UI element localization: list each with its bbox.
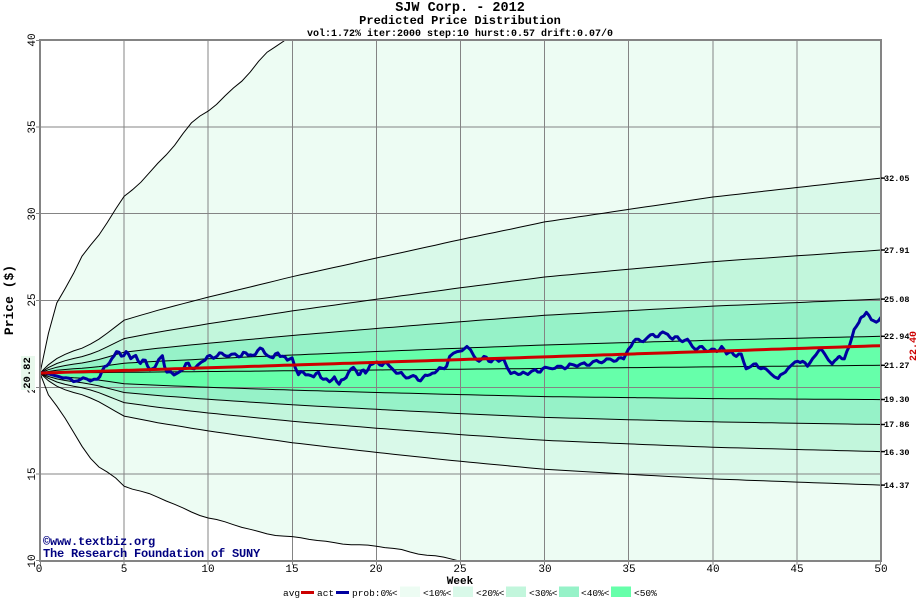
svg-text:25.08: 25.08 xyxy=(884,295,910,305)
svg-text:19.30: 19.30 xyxy=(884,395,910,405)
svg-text:21.27: 21.27 xyxy=(884,361,910,371)
svg-text:30: 30 xyxy=(27,207,39,220)
svg-text:0: 0 xyxy=(36,564,43,576)
svg-text:<30%<: <30%< xyxy=(529,588,558,599)
svg-text:<20%<: <20%< xyxy=(476,588,505,599)
svg-text:20.82: 20.82 xyxy=(22,357,34,389)
svg-text:17.86: 17.86 xyxy=(884,420,910,430)
svg-text:40: 40 xyxy=(706,564,719,576)
svg-text:<10%<: <10%< xyxy=(423,588,452,599)
svg-text:vol:1.72% iter:2000 step:10 hu: vol:1.72% iter:2000 step:10 hurst:0.57 d… xyxy=(307,28,613,40)
svg-text:16.30: 16.30 xyxy=(884,448,910,458)
svg-text:Price ($): Price ($) xyxy=(2,265,17,335)
svg-text:©www.textbiz.org: ©www.textbiz.org xyxy=(43,535,155,549)
svg-text:20: 20 xyxy=(369,564,382,576)
svg-text:Predicted Price Distribution: Predicted Price Distribution xyxy=(359,14,561,28)
svg-text:35: 35 xyxy=(622,564,635,576)
svg-text:30: 30 xyxy=(538,564,551,576)
svg-text:45: 45 xyxy=(790,564,803,576)
svg-text:avg: avg xyxy=(283,588,300,599)
svg-text:10: 10 xyxy=(201,564,214,576)
svg-text:25: 25 xyxy=(27,293,39,306)
svg-text:22.40: 22.40 xyxy=(909,331,920,361)
svg-text:14.37: 14.37 xyxy=(884,481,910,491)
svg-text:22.94: 22.94 xyxy=(884,332,910,342)
svg-text:SJW Corp. - 2012: SJW Corp. - 2012 xyxy=(395,1,525,16)
svg-text:15: 15 xyxy=(285,564,298,576)
svg-text:<50%: <50% xyxy=(634,588,657,599)
svg-text:10: 10 xyxy=(27,554,39,567)
svg-text:act: act xyxy=(317,588,334,599)
svg-text:40: 40 xyxy=(27,33,39,46)
svg-text:27.91: 27.91 xyxy=(884,246,910,256)
svg-text:25: 25 xyxy=(453,564,466,576)
svg-text:50: 50 xyxy=(874,564,887,576)
svg-text:32.05: 32.05 xyxy=(884,174,910,184)
svg-text:35: 35 xyxy=(27,120,39,133)
svg-text:<40%<: <40%< xyxy=(581,588,610,599)
svg-text:The Research Foundation of SUN: The Research Foundation of SUNY xyxy=(43,547,261,561)
svg-text:15: 15 xyxy=(27,467,39,480)
svg-text:5: 5 xyxy=(121,564,128,576)
svg-text:prob:0%<: prob:0%< xyxy=(352,588,398,599)
svg-text:Week: Week xyxy=(447,576,474,588)
